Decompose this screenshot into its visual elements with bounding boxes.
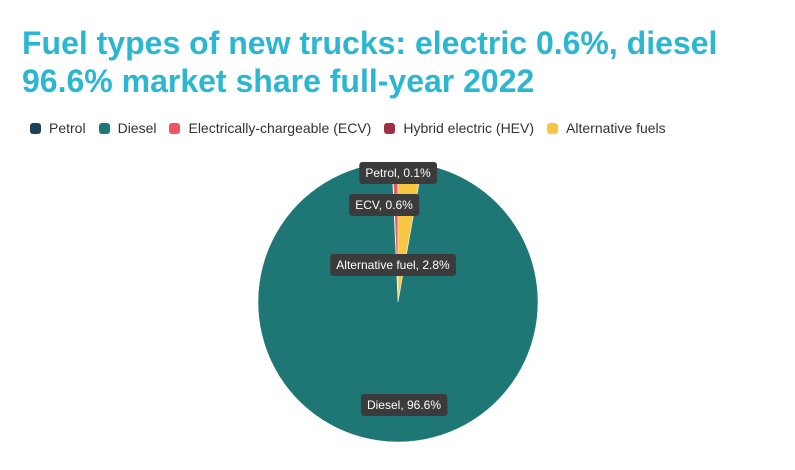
legend-label-diesel: Diesel: [117, 120, 157, 136]
legend-item-diesel[interactable]: Diesel: [98, 120, 157, 136]
legend-item-ecv[interactable]: Electrically-chargeable (ECV): [169, 120, 371, 136]
legend: Petrol Diesel Electrically-chargeable (E…: [30, 120, 679, 136]
legend-item-petrol[interactable]: Petrol: [30, 120, 86, 136]
chart-title: Fuel types of new trucks: electric 0.6%,…: [22, 25, 718, 99]
data-label-text: Diesel, 96.6%: [367, 398, 441, 412]
data-label-alternative-fuels: Alternative fuel, 2.8%: [330, 254, 457, 276]
data-label-text: Petrol, 0.1%: [365, 166, 431, 180]
data-label-box: [330, 254, 457, 276]
data-label-box: [359, 162, 438, 184]
legend-label-hev: Hybrid electric (HEV): [403, 120, 535, 136]
data-label-petrol: Petrol, 0.1%: [359, 162, 438, 184]
legend-item-alternative-fuels[interactable]: Alternative fuels: [547, 120, 666, 136]
legend-label-alternative-fuels: Alternative fuels: [566, 120, 666, 136]
data-label-text: Alternative fuel, 2.8%: [336, 258, 450, 272]
pie-labels: Petrol, 0.1% ECV, 0.6% Alternative fuel, 2…: [330, 162, 457, 416]
data-label-text: ECV, 0.6%: [355, 198, 413, 212]
legend-swatch-ecv: [169, 122, 181, 134]
legend-label-petrol: Petrol: [49, 120, 86, 136]
pie-slice-diesel[interactable]: [257, 161, 539, 443]
legend-swatch-hev: [384, 122, 396, 134]
data-label-diesel: Diesel, 96.6%: [360, 394, 448, 416]
legend-label-ecv: Electrically-chargeable (ECV): [188, 120, 372, 136]
legend-swatch-alternative-fuels: [547, 122, 559, 134]
legend-item-hev[interactable]: Hybrid electric (HEV): [384, 120, 534, 136]
data-label-box: [360, 394, 448, 416]
legend-swatch-diesel: [98, 122, 110, 134]
data-label-box: [349, 194, 420, 216]
data-label-electrically-chargeable: ECV, 0.6%: [349, 194, 420, 216]
legend-swatch-petrol: [30, 122, 41, 134]
